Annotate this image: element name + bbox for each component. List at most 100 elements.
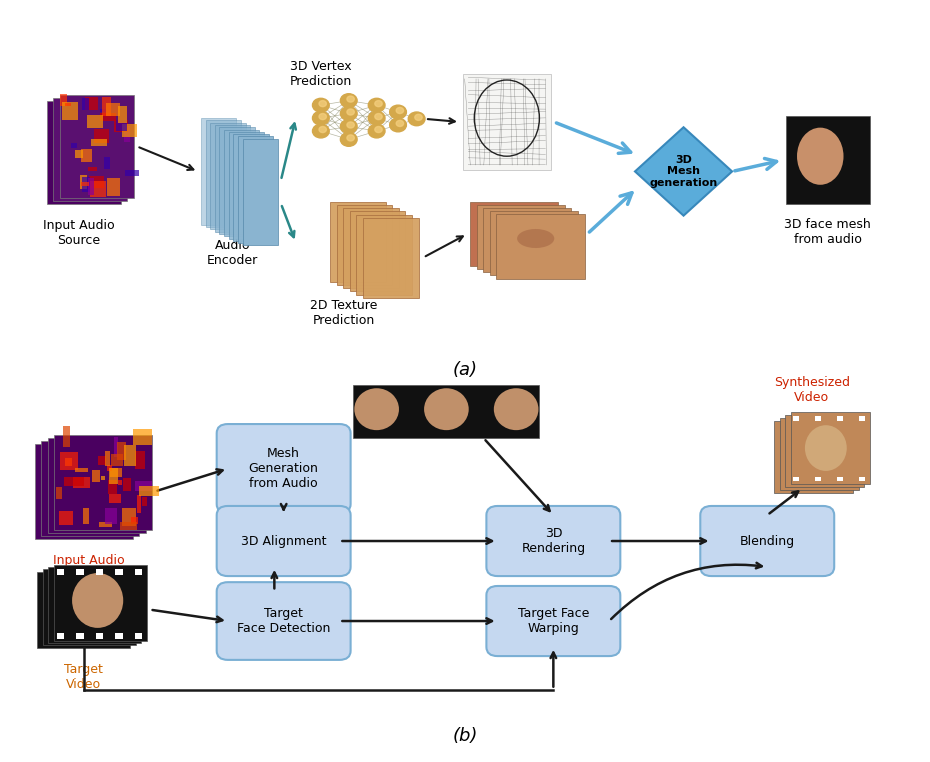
Bar <box>133 429 152 446</box>
Bar <box>135 482 152 491</box>
Polygon shape <box>210 123 246 229</box>
Text: (b): (b) <box>452 727 478 745</box>
Bar <box>115 633 123 639</box>
Bar <box>107 465 113 471</box>
FancyBboxPatch shape <box>217 582 351 660</box>
Bar <box>82 177 89 192</box>
Bar <box>123 478 131 491</box>
Text: 3D
Rendering: 3D Rendering <box>522 527 585 555</box>
Bar <box>815 477 821 482</box>
Bar <box>125 170 139 176</box>
Bar <box>96 569 103 575</box>
Polygon shape <box>48 567 141 643</box>
Text: Audio
Encoder: Audio Encoder <box>206 239 259 267</box>
Bar <box>122 507 136 526</box>
Bar <box>81 181 89 187</box>
Circle shape <box>415 114 422 120</box>
Circle shape <box>396 107 404 114</box>
Bar <box>76 633 84 639</box>
Circle shape <box>347 109 354 115</box>
Bar <box>118 480 123 485</box>
Bar <box>110 494 121 503</box>
Text: Synthesized
Video: Synthesized Video <box>774 376 850 404</box>
Polygon shape <box>790 411 870 485</box>
Bar <box>64 103 71 107</box>
Circle shape <box>319 114 326 120</box>
FancyBboxPatch shape <box>700 506 834 576</box>
Ellipse shape <box>494 388 538 430</box>
Polygon shape <box>60 94 134 197</box>
Polygon shape <box>774 421 853 494</box>
Polygon shape <box>37 572 130 648</box>
Polygon shape <box>243 139 278 245</box>
Bar <box>136 451 144 469</box>
Bar <box>60 511 73 525</box>
Ellipse shape <box>804 425 846 471</box>
Bar <box>140 486 159 496</box>
Polygon shape <box>47 437 145 533</box>
Bar <box>60 453 77 470</box>
Bar <box>102 97 111 116</box>
FancyBboxPatch shape <box>486 586 620 656</box>
Bar <box>87 115 103 128</box>
Polygon shape <box>779 418 859 491</box>
Polygon shape <box>484 208 571 273</box>
Text: Target
Face Detection: Target Face Detection <box>237 607 330 635</box>
Circle shape <box>340 133 357 146</box>
Circle shape <box>368 124 385 138</box>
Bar <box>109 468 118 484</box>
Bar <box>61 102 77 120</box>
Bar <box>73 477 90 488</box>
Polygon shape <box>215 125 250 232</box>
Ellipse shape <box>72 573 123 628</box>
Bar <box>82 98 88 110</box>
Bar <box>89 176 104 188</box>
Bar <box>81 149 92 162</box>
Polygon shape <box>229 132 264 239</box>
Bar <box>100 114 116 120</box>
Bar <box>135 569 142 575</box>
Bar <box>71 143 77 149</box>
Polygon shape <box>343 208 399 288</box>
Bar <box>837 477 844 482</box>
Bar <box>141 497 147 506</box>
Text: Mesh
Generation
from Audio: Mesh Generation from Audio <box>248 447 319 490</box>
Polygon shape <box>635 127 732 216</box>
Bar <box>124 126 129 142</box>
Bar <box>107 178 120 196</box>
Circle shape <box>340 120 357 133</box>
Polygon shape <box>785 415 864 488</box>
Text: Blending: Blending <box>739 534 795 548</box>
Circle shape <box>312 98 329 112</box>
Polygon shape <box>41 440 140 536</box>
Text: 3D
Mesh
generation: 3D Mesh generation <box>649 155 718 188</box>
Polygon shape <box>356 214 412 294</box>
Circle shape <box>312 124 329 138</box>
Bar <box>111 468 123 477</box>
Circle shape <box>312 111 329 125</box>
Polygon shape <box>201 118 236 225</box>
Polygon shape <box>46 101 121 203</box>
Bar <box>83 507 88 523</box>
Bar <box>65 458 73 466</box>
Polygon shape <box>350 211 405 291</box>
Circle shape <box>319 126 326 133</box>
Bar <box>100 109 106 112</box>
Polygon shape <box>219 127 255 234</box>
Bar <box>57 569 64 575</box>
Bar <box>88 167 98 171</box>
Bar <box>57 633 64 639</box>
Bar <box>116 120 126 131</box>
Circle shape <box>375 126 382 133</box>
Bar <box>75 468 88 472</box>
Polygon shape <box>497 214 584 279</box>
Circle shape <box>396 120 404 126</box>
Bar <box>88 178 95 195</box>
Bar <box>99 522 113 527</box>
Circle shape <box>390 105 406 119</box>
Bar <box>98 456 106 466</box>
Bar <box>76 569 84 575</box>
Bar <box>792 416 800 421</box>
Circle shape <box>408 112 425 126</box>
Circle shape <box>390 118 406 132</box>
